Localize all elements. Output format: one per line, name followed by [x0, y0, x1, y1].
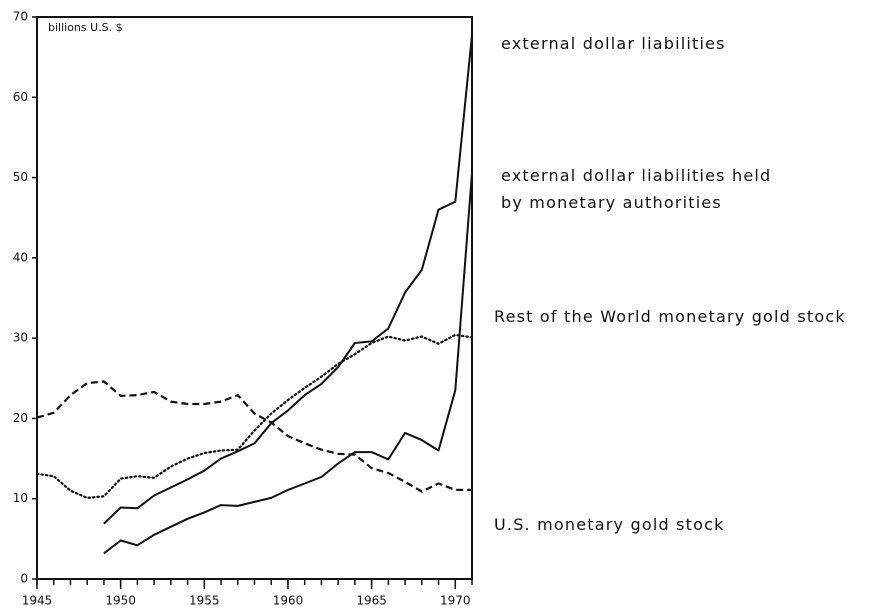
x-tick-label: 1965: [356, 594, 387, 608]
x-tick-label: 1970: [440, 594, 471, 608]
series-label: external dollar liabilities held by mone…: [501, 166, 772, 212]
y-tick-label: 30: [13, 331, 28, 345]
x-tick-label: 1955: [189, 594, 220, 608]
series-label: external dollar liabilities: [501, 34, 726, 53]
x-tick-label: 1960: [273, 594, 304, 608]
series-label: Rest of the World monetary gold stock: [494, 307, 846, 326]
y-tick-label: 40: [13, 250, 28, 264]
y-tick-label: 50: [13, 170, 28, 184]
unit-annotation: billions U.S. $: [48, 21, 123, 34]
x-tick-label: 1950: [105, 594, 136, 608]
series-line: [103, 172, 473, 555]
series-label: U.S. monetary gold stock: [494, 515, 725, 534]
x-tick-label: 1945: [22, 594, 53, 608]
series-line: [36, 380, 472, 493]
y-tick-label: 10: [13, 491, 28, 505]
series-line: [35, 333, 474, 499]
y-tick-label: 0: [20, 572, 28, 586]
plot-frame: [36, 16, 473, 580]
series-line: [103, 34, 473, 525]
y-tick-label: 20: [13, 411, 28, 425]
y-tick-label: 70: [13, 10, 28, 24]
y-tick-label: 60: [13, 90, 28, 104]
